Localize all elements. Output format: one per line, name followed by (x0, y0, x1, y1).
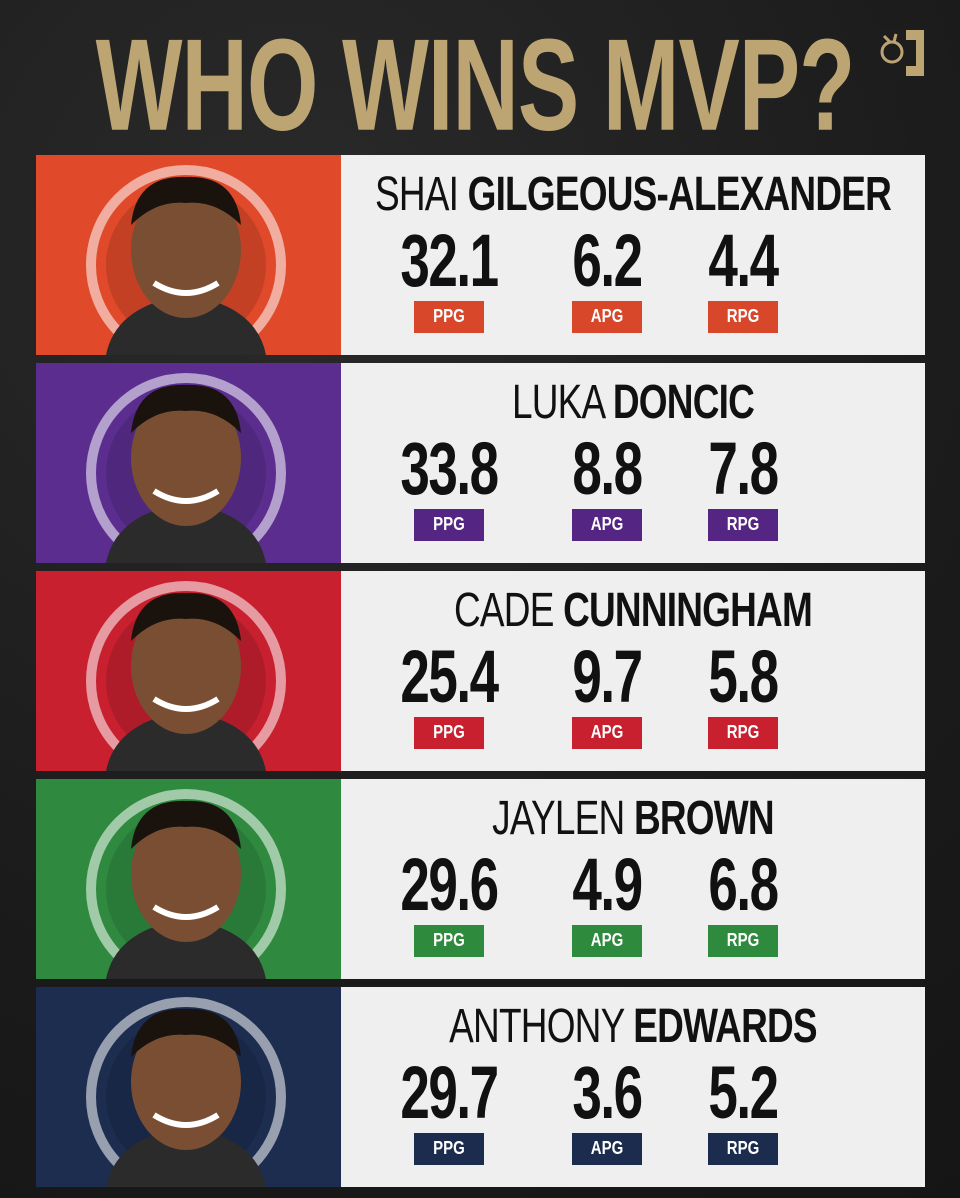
stat-apg: 9.7 APG (532, 636, 682, 749)
player-name: LUKA DONCIC (341, 375, 925, 430)
player-card: ANTHONY EDWARDS 29.7 PPG 3.6 APG 5.2 RPG (36, 987, 925, 1187)
player-name: JAYLEN BROWN (341, 791, 925, 846)
stat-label-badge: PPG (414, 509, 484, 541)
player-photo-panel (36, 779, 341, 979)
player-card: CADE CUNNINGHAM 25.4 PPG 9.7 APG 5.8 RPG (36, 571, 925, 771)
stat-label-badge: RPG (708, 1133, 778, 1165)
stat-apg: 8.8 APG (532, 428, 682, 541)
stat-rpg: 4.4 RPG (668, 220, 818, 333)
player-first-name: LUKA (511, 375, 604, 429)
player-headshot-icon (106, 1008, 266, 1187)
stat-label: PPG (433, 930, 465, 951)
player-info-panel: ANTHONY EDWARDS 29.7 PPG 3.6 APG 5.2 RPG (341, 987, 925, 1187)
player-first-name: JAYLEN (492, 791, 625, 845)
stat-label: PPG (433, 722, 465, 743)
player-last-name: CUNNINGHAM (563, 583, 813, 637)
player-name: CADE CUNNINGHAM (341, 583, 925, 638)
player-first-name: SHAI (374, 167, 459, 221)
stat-label-badge: RPG (708, 301, 778, 333)
stat-label-badge: APG (572, 301, 642, 333)
stat-label-badge: PPG (414, 717, 484, 749)
stat-value: 4.9 (572, 844, 643, 927)
stat-value: 5.2 (708, 1052, 779, 1135)
player-name: ANTHONY EDWARDS (341, 999, 925, 1054)
player-name: SHAI GILGEOUS-ALEXANDER (341, 167, 925, 222)
stat-value: 6.2 (572, 220, 643, 303)
player-info-panel: SHAI GILGEOUS-ALEXANDER 32.1 PPG 6.2 APG… (341, 155, 925, 355)
stat-label: APG (590, 1138, 624, 1159)
stat-value: 32.1 (400, 220, 499, 303)
player-last-name: DONCIC (612, 375, 755, 429)
player-last-name: BROWN (633, 791, 775, 845)
stat-ppg: 29.7 PPG (374, 1052, 524, 1165)
stat-apg: 6.2 APG (532, 220, 682, 333)
stat-apg: 4.9 APG (532, 844, 682, 957)
player-info-panel: JAYLEN BROWN 29.6 PPG 4.9 APG 6.8 RPG (341, 779, 925, 979)
player-first-name: CADE (453, 583, 554, 637)
stat-label: RPG (726, 306, 760, 327)
player-info-panel: CADE CUNNINGHAM 25.4 PPG 9.7 APG 5.8 RPG (341, 571, 925, 771)
stat-value: 5.8 (708, 636, 779, 719)
stat-label: PPG (433, 306, 465, 327)
player-card: SHAI GILGEOUS-ALEXANDER 32.1 PPG 6.2 APG… (36, 155, 925, 355)
stat-rpg: 6.8 RPG (668, 844, 818, 957)
player-card: LUKA DONCIC 33.8 PPG 8.8 APG 7.8 RPG (36, 363, 925, 563)
stat-apg: 3.6 APG (532, 1052, 682, 1165)
stat-label: APG (590, 514, 624, 535)
player-headshot-icon (106, 800, 266, 979)
stat-ppg: 32.1 PPG (374, 220, 524, 333)
player-last-name: GILGEOUS-ALEXANDER (467, 167, 892, 221)
stat-label: RPG (726, 722, 760, 743)
player-headshot-icon (106, 384, 266, 563)
stat-rpg: 5.2 RPG (668, 1052, 818, 1165)
stat-label-badge: RPG (708, 509, 778, 541)
stat-label-badge: PPG (414, 1133, 484, 1165)
stat-label: APG (590, 722, 624, 743)
stat-label: PPG (433, 1138, 465, 1159)
stat-label: APG (590, 306, 624, 327)
stat-label: APG (590, 930, 624, 951)
stat-rpg: 7.8 RPG (668, 428, 818, 541)
stat-ppg: 25.4 PPG (374, 636, 524, 749)
stat-value: 25.4 (400, 636, 499, 719)
stat-value: 6.8 (708, 844, 779, 927)
player-photo-panel (36, 987, 341, 1187)
stat-label-badge: APG (572, 1133, 642, 1165)
player-photo-panel (36, 571, 341, 771)
stat-value: 29.7 (400, 1052, 499, 1135)
stat-label: RPG (726, 1138, 760, 1159)
stat-value: 29.6 (400, 844, 499, 927)
stat-rpg: 5.8 RPG (668, 636, 818, 749)
stat-label-badge: APG (572, 509, 642, 541)
stat-label: PPG (433, 514, 465, 535)
stat-value: 7.8 (708, 428, 779, 511)
brand-logo-icon (876, 28, 926, 78)
player-headshot-icon (106, 176, 266, 355)
stat-label-badge: RPG (708, 717, 778, 749)
title-text: WHO WINS MVP? (95, 13, 856, 159)
stat-value: 33.8 (400, 428, 499, 511)
stat-ppg: 29.6 PPG (374, 844, 524, 957)
player-info-panel: LUKA DONCIC 33.8 PPG 8.8 APG 7.8 RPG (341, 363, 925, 563)
stat-value: 4.4 (708, 220, 779, 303)
player-last-name: EDWARDS (633, 999, 817, 1053)
stat-ppg: 33.8 PPG (374, 428, 524, 541)
player-headshot-icon (106, 592, 266, 771)
player-first-name: ANTHONY (449, 999, 624, 1053)
stat-label-badge: PPG (414, 925, 484, 957)
stat-label-badge: PPG (414, 301, 484, 333)
player-photo-panel (36, 155, 341, 355)
stat-value: 3.6 (572, 1052, 643, 1135)
player-card: JAYLEN BROWN 29.6 PPG 4.9 APG 6.8 RPG (36, 779, 925, 979)
stat-value: 9.7 (572, 636, 643, 719)
page-title: WHO WINS MVP? (60, 13, 890, 159)
stat-label-badge: RPG (708, 925, 778, 957)
stat-label: RPG (726, 514, 760, 535)
stat-label-badge: APG (572, 925, 642, 957)
player-photo-panel (36, 363, 341, 563)
stat-value: 8.8 (572, 428, 643, 511)
stat-label: RPG (726, 930, 760, 951)
stat-label-badge: APG (572, 717, 642, 749)
